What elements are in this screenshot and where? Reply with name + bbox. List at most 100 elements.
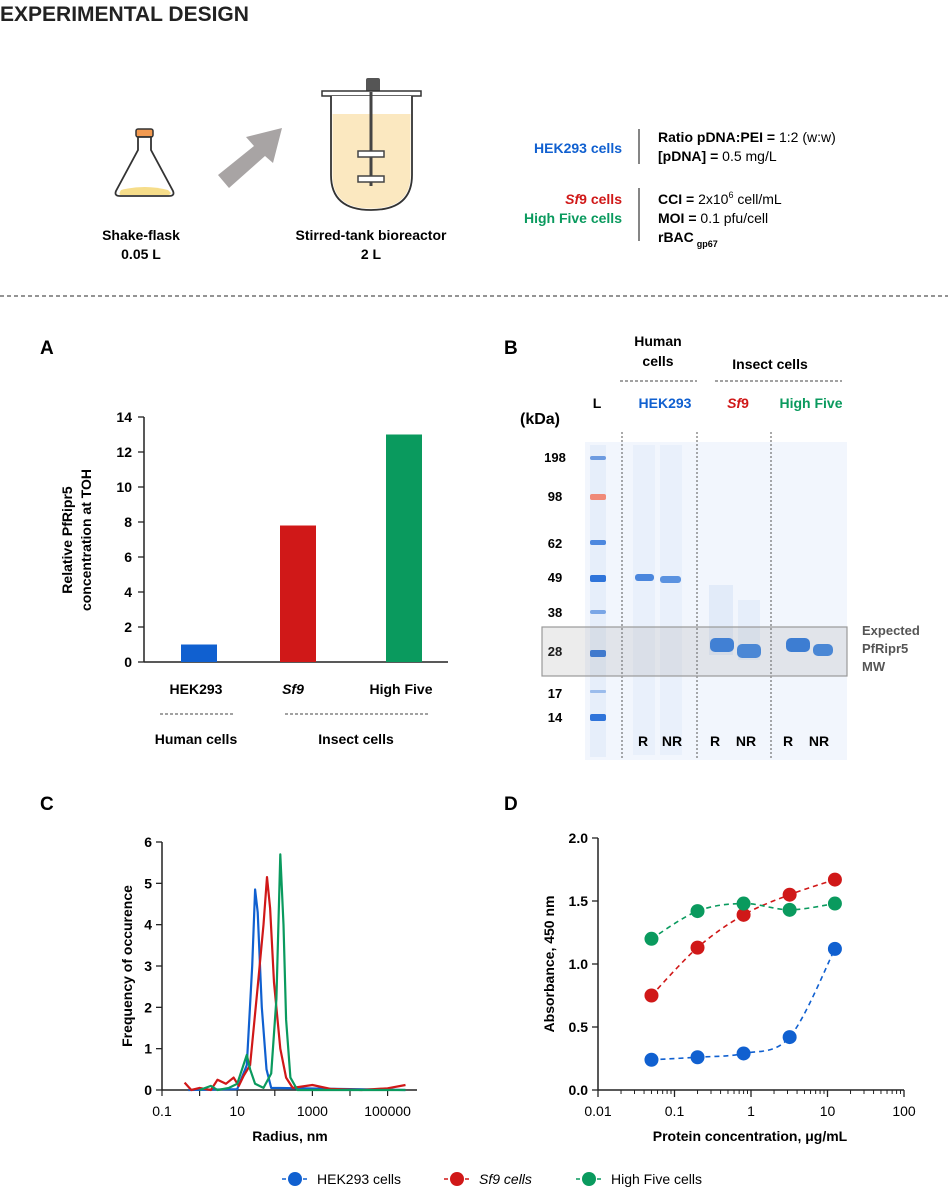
lane-label: R bbox=[638, 733, 648, 749]
panel-c-xlabel: Radius, nm bbox=[252, 1128, 327, 1144]
legend-highfive: High Five cells bbox=[576, 1171, 702, 1187]
curve-highfive bbox=[199, 853, 406, 1092]
a-ytick-label: 2 bbox=[124, 619, 132, 635]
lane-group-sf9: Sf9 bbox=[727, 395, 749, 411]
hek-ratio: Ratio pDNA:PEI = 1:2 (w:w) bbox=[658, 129, 836, 145]
point-hek293 bbox=[782, 1030, 797, 1045]
panel-d-xlabel: Protein concentration, μg/mL bbox=[653, 1128, 848, 1144]
mw-28: 28 bbox=[548, 644, 562, 659]
kda-label: (kDa) bbox=[520, 411, 560, 428]
bar-hek293 bbox=[181, 644, 217, 662]
d-ytick-label: 0.5 bbox=[569, 1019, 589, 1035]
expected-label-3: MW bbox=[862, 659, 886, 674]
panel-a-chart: 0 2 4 6 8 10 12 14 Relative PfRipr5 concentratio… bbox=[59, 409, 448, 747]
ladder-bands bbox=[590, 456, 606, 721]
d-ytick-label: 1.5 bbox=[569, 893, 589, 909]
c-ytick-label: 2 bbox=[144, 999, 152, 1015]
flask-volume: 0.05 L bbox=[121, 246, 161, 262]
page-title: EXPERIMENTAL DESIGN bbox=[0, 3, 249, 26]
a-ytick-label: 12 bbox=[116, 444, 132, 460]
curve-sf9 bbox=[183, 876, 406, 1092]
d-xtick-label: 10 bbox=[820, 1103, 836, 1119]
bar-highfive bbox=[386, 434, 422, 662]
point-hek293 bbox=[644, 1052, 659, 1067]
legend-label-highfive: High Five cells bbox=[611, 1171, 702, 1187]
point-highfive bbox=[690, 904, 705, 919]
d-ytick-label: 2.0 bbox=[569, 830, 589, 846]
mw-17: 17 bbox=[548, 686, 562, 701]
mw-38: 38 bbox=[548, 605, 562, 620]
point-sf9 bbox=[782, 887, 797, 902]
a-ytick-label: 0 bbox=[124, 654, 132, 670]
d-xtick-label: 100 bbox=[892, 1103, 916, 1119]
mw-62: 62 bbox=[548, 536, 562, 551]
c-ytick-label: 5 bbox=[144, 875, 152, 891]
panel-b-letter: B bbox=[504, 338, 518, 359]
d-xtick-label: 0.1 bbox=[665, 1103, 685, 1119]
panel-a-ylabel: Relative PfRipr5 concentration at TOH bbox=[59, 469, 94, 611]
expected-mw-box bbox=[541, 626, 848, 677]
d-xtick-label: 1 bbox=[747, 1103, 755, 1119]
lane-group-hek293: HEK293 bbox=[639, 395, 692, 411]
mw-98: 98 bbox=[548, 489, 562, 504]
point-sf9 bbox=[690, 940, 705, 955]
legend-label-sf9: Sf9 cells bbox=[479, 1171, 532, 1187]
rbac-text: rBAC gp67 bbox=[658, 229, 718, 249]
arrow-icon bbox=[218, 128, 282, 188]
moi-text: MOI = 0.1 pfu/cell bbox=[658, 210, 768, 226]
a-ytick-label: 4 bbox=[124, 584, 132, 600]
c-ytick-label: 6 bbox=[144, 834, 152, 850]
flask-name: Shake-flask bbox=[102, 227, 180, 243]
bar-sf9 bbox=[280, 525, 316, 662]
hek-pdna: [pDNA] = 0.5 mg/L bbox=[658, 148, 777, 164]
mw-49: 49 bbox=[548, 570, 562, 585]
c-xtick-label: 0.1 bbox=[152, 1103, 172, 1119]
lane-label: NR bbox=[662, 733, 682, 749]
c-ytick-label: 1 bbox=[144, 1041, 152, 1057]
point-highfive bbox=[736, 896, 751, 911]
c-xtick-label: 100000 bbox=[364, 1103, 411, 1119]
panel-b-gel: Human cells Insect cells (kDa) L HEK293 … bbox=[520, 333, 920, 760]
lane-label: NR bbox=[736, 733, 756, 749]
ladder-label: L bbox=[593, 395, 602, 411]
legend: HEK293 cells Sf9 cells High Five cells bbox=[282, 1171, 702, 1187]
c-ytick-label: 4 bbox=[144, 917, 152, 933]
c-ytick-label: 0 bbox=[144, 1082, 152, 1098]
expected-label-2: PfRipr5 bbox=[862, 641, 908, 656]
bioreactor-icon bbox=[321, 78, 422, 211]
panel-c-letter: C bbox=[40, 794, 54, 815]
hek-label: HEK293 cells bbox=[534, 140, 622, 156]
point-hek293 bbox=[827, 941, 842, 956]
point-sf9 bbox=[827, 872, 842, 887]
legend-sf9: Sf9 cells bbox=[444, 1171, 532, 1187]
group-human: Human cells bbox=[155, 731, 238, 747]
lane-label: R bbox=[783, 733, 793, 749]
c-xtick-label: 10 bbox=[229, 1103, 245, 1119]
lane-group-highfive: High Five bbox=[779, 395, 842, 411]
point-highfive bbox=[782, 902, 797, 917]
point-sf9 bbox=[644, 988, 659, 1003]
shake-flask-icon bbox=[114, 128, 175, 197]
panel-c-chart: 0 1 2 3 4 5 6 0.1 10 1000 100000 Frequency of occu… bbox=[119, 834, 417, 1144]
point-highfive bbox=[827, 896, 842, 911]
mw-14: 14 bbox=[548, 710, 563, 725]
a-ytick-label: 6 bbox=[124, 549, 132, 565]
cat-label-highfive: High Five bbox=[369, 681, 432, 697]
c-xtick-label: 1000 bbox=[297, 1103, 328, 1119]
c-ytick-label: 3 bbox=[144, 958, 152, 974]
panel-a-letter: A bbox=[40, 338, 54, 359]
reactor-name: Stirred-tank bioreactor bbox=[296, 227, 447, 243]
panel-d-chart: 0.0 0.5 1.0 1.5 2.0 0.01 0.1 1 10 100 Absorbance,… bbox=[541, 830, 916, 1144]
group-insect: Insect cells bbox=[318, 731, 394, 747]
panel-d-ylabel: Absorbance, 450 nm bbox=[541, 896, 557, 1033]
point-hek293 bbox=[690, 1050, 705, 1065]
panel-d-letter: D bbox=[504, 794, 518, 815]
lane-label: R bbox=[710, 733, 720, 749]
d-ytick-label: 1.0 bbox=[569, 956, 589, 972]
cat-label-hek293: HEK293 bbox=[170, 681, 223, 697]
hf-label: High Five cells bbox=[524, 210, 622, 226]
lane-label: NR bbox=[809, 733, 829, 749]
panel-c-ylabel: Frequency of occurence bbox=[119, 885, 135, 1047]
point-hek293 bbox=[736, 1046, 751, 1061]
header-insect: Insect cells bbox=[732, 356, 808, 372]
